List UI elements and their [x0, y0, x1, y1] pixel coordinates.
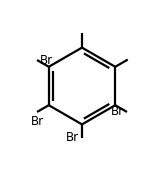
Text: Br: Br: [111, 105, 124, 119]
Text: Br: Br: [66, 131, 79, 144]
Text: Br: Br: [31, 115, 44, 128]
Text: Br: Br: [40, 53, 53, 67]
